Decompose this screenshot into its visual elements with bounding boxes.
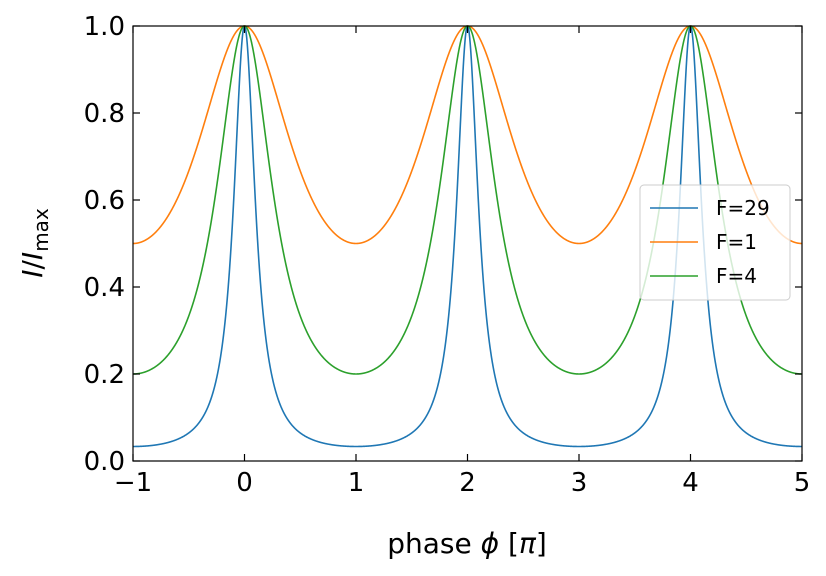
x-tick-label: 2	[459, 468, 476, 498]
legend: F=29 F=1 F=4	[639, 184, 791, 301]
legend-label-3: F=4	[716, 264, 757, 288]
y-axis-label: I/Imax	[16, 208, 53, 278]
y-tick-label: 0.4	[84, 273, 125, 303]
y-tick-label: 0.6	[84, 186, 125, 216]
y-tick-label: 0.2	[84, 360, 125, 390]
y-tick-label: 0.0	[84, 447, 125, 477]
x-tick-label: 0	[236, 468, 253, 498]
legend-label-1: F=29	[716, 196, 770, 220]
legend-box	[639, 184, 791, 301]
x-tick-label: −1	[114, 468, 152, 498]
x-axis-label: phase ϕ [π]	[387, 527, 547, 560]
x-tick-label: 5	[794, 468, 811, 498]
ticks-layer: −1 0 1 2 3 4 5 0.0 0.2 0.4 0.6 0.8 1.0	[84, 12, 811, 498]
x-tick-label: 3	[571, 468, 588, 498]
x-tick-label: 1	[348, 468, 365, 498]
legend-label-2: F=1	[716, 230, 757, 254]
x-tick-label: 4	[682, 468, 699, 498]
y-tick-label: 1.0	[84, 12, 125, 42]
y-tick-label: 0.8	[84, 99, 125, 129]
